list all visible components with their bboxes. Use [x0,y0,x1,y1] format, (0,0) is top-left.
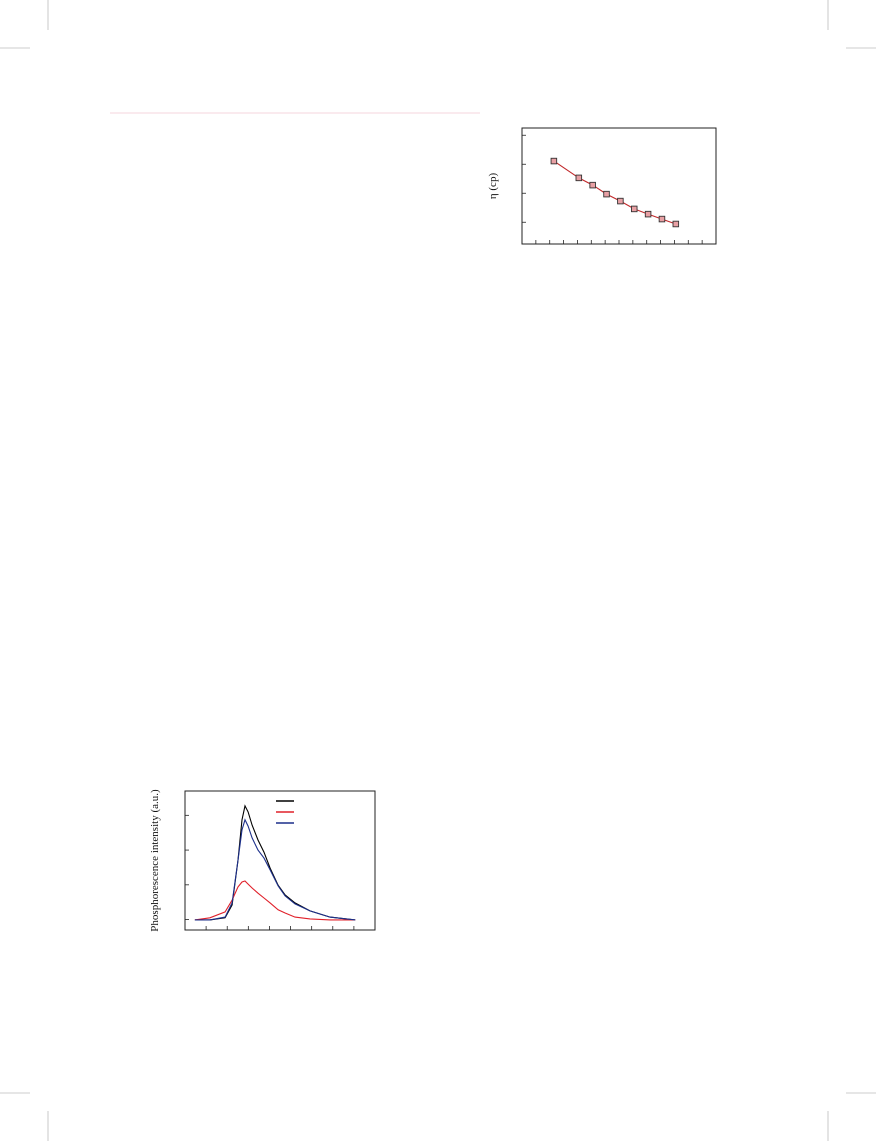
data-point [550,157,558,165]
data-point [658,215,666,223]
plot-frame [521,127,717,245]
data-point [617,197,624,205]
data-point [644,210,652,218]
data-point [589,181,596,189]
y-axis-label: Phosphorescence intensity (a.u.) [149,789,161,932]
data-point [575,174,583,182]
series-line [194,804,356,921]
y-axis-label: η (cp) [487,173,499,200]
plot-frame [184,790,376,931]
series-line [553,160,676,225]
data-point [603,190,610,198]
series-line [194,818,356,921]
data-point [630,205,638,213]
data-point [672,220,680,228]
series-line [194,880,356,921]
